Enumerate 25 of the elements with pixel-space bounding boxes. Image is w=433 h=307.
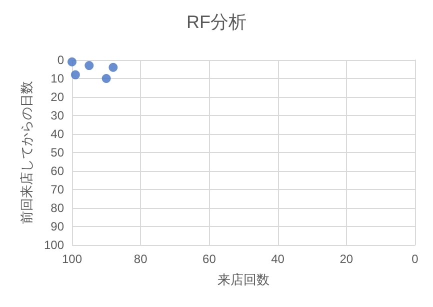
x-tick-label: 20 [340,252,354,266]
point [108,62,118,72]
y-tick-label: 100 [44,238,64,252]
x-tick-label: 100 [62,252,82,266]
x-tick-label: 0 [412,252,419,266]
y-tick-label: 20 [50,90,64,104]
point [102,74,111,83]
point [68,57,76,66]
x-axis-title: 来店回数 [218,272,270,287]
chart-title: RF分析 [186,12,246,32]
y-tick-label: 30 [50,108,64,122]
y-tick-label: 60 [50,164,64,178]
y-tick-label: 70 [50,182,64,196]
x-tick-label: 60 [202,252,216,266]
point [84,61,94,70]
x-tick-label: 40 [271,252,285,266]
x-tick-label: 80 [134,252,148,266]
y-tick-label: 40 [50,127,64,141]
y-tick-label: 50 [50,146,64,160]
y-axis-title: 前回来店してからの日数 [19,81,34,224]
y-tick-label: 10 [50,72,64,86]
y-tick-label: 0 [57,53,64,67]
y-tick-label: 80 [50,201,64,215]
y-tick-label: 90 [50,220,64,234]
point [70,70,80,80]
